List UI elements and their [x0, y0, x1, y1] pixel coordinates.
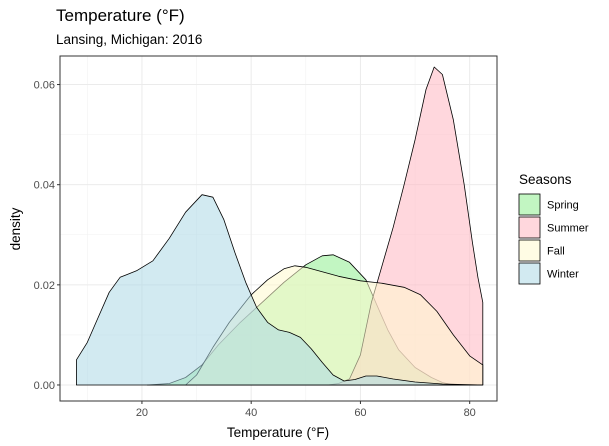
legend-item-winter: Winter [518, 262, 579, 285]
y-tick-label: 0.06 [34, 80, 55, 92]
legend: Seasons Spring Summer Fall Winter [518, 172, 589, 285]
legend-label-summer: Summer [547, 223, 589, 235]
legend-key-winter [518, 262, 541, 285]
x-tick-label: 60 [354, 407, 366, 419]
y-tick-label: 0.02 [34, 280, 55, 292]
legend-item-fall: Fall [518, 239, 565, 262]
legend-key-fall [518, 239, 541, 262]
legend-label-fall: Fall [547, 246, 565, 258]
legend-key-spring [518, 193, 541, 216]
plot-border [59, 55, 498, 402]
y-axis-label: density [8, 207, 23, 250]
legend-label-spring: Spring [547, 200, 579, 212]
legend-title: Seasons [519, 172, 572, 187]
legend-item-summer: Summer [518, 216, 589, 239]
x-tick-label: 40 [245, 407, 257, 419]
x-axis-ticks: 20 40 60 80 [136, 401, 476, 419]
x-tick-label: 20 [136, 407, 148, 419]
y-tick-label: 0.04 [34, 180, 55, 192]
density-areas [76, 66, 484, 386]
x-axis-label: Temperature (°F) [227, 425, 329, 440]
legend-item-spring: Spring [518, 193, 579, 216]
chart-subtitle: Lansing, Michigan: 2016 [56, 32, 203, 47]
chart-title: Temperature (°F) [56, 6, 185, 25]
legend-label-winter: Winter [547, 269, 579, 281]
y-tick-label: 0.00 [34, 380, 55, 392]
density-area-winter [76, 194, 484, 386]
x-tick-label: 80 [464, 407, 476, 419]
y-axis-ticks: 0.00 0.02 0.04 0.06 [34, 80, 60, 392]
legend-key-summer [518, 216, 541, 239]
